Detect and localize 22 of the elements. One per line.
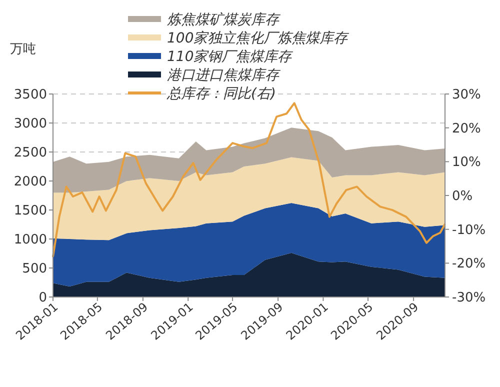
y2-tick-label: 20% [452,121,481,136]
y2-tick-label: 10% [452,155,481,170]
legend-label: 港口进口焦煤库存 [167,67,281,84]
legend-label: 总库存：同比(右) [166,86,276,102]
y-tick-label: 3000 [14,116,47,132]
legend-label: 110家钢厂焦煤库存 [167,48,294,65]
y2-tick-label: 0% [452,189,473,204]
legend-label: 100家独立焦化厂炼焦煤库存 [167,30,350,46]
y2-tick-label: -30% [452,290,486,306]
y2-tick-label: -20% [452,256,486,272]
y-tick-label: 2000 [14,174,47,190]
y-tick-label: 500 [22,262,47,277]
y-tick-label: 2500 [14,146,47,161]
y-tick-label: 3500 [14,88,47,103]
y-tick-label: 1000 [14,232,47,248]
legend-label: 炼焦煤矿煤炭库存 [166,12,281,28]
y-tick-label: 1500 [14,204,47,219]
y-axis-title: 万吨 [10,42,36,57]
line-series [52,102,446,258]
y2-tick-label: -10% [452,222,486,238]
y2-tick-label: 30% [452,88,481,103]
y-tick-label: 0 [38,290,47,306]
